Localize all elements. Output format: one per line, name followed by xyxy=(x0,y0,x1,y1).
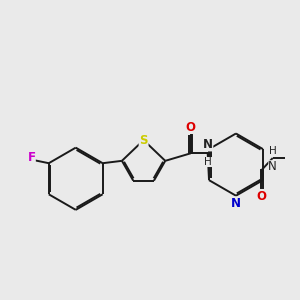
Text: O: O xyxy=(256,190,266,203)
Text: H: H xyxy=(269,146,277,156)
Text: F: F xyxy=(28,151,36,164)
Text: N: N xyxy=(203,138,213,152)
Text: H: H xyxy=(204,157,212,167)
Text: S: S xyxy=(139,134,148,147)
Text: O: O xyxy=(186,121,196,134)
Text: N: N xyxy=(231,197,241,210)
Text: N: N xyxy=(268,160,277,173)
